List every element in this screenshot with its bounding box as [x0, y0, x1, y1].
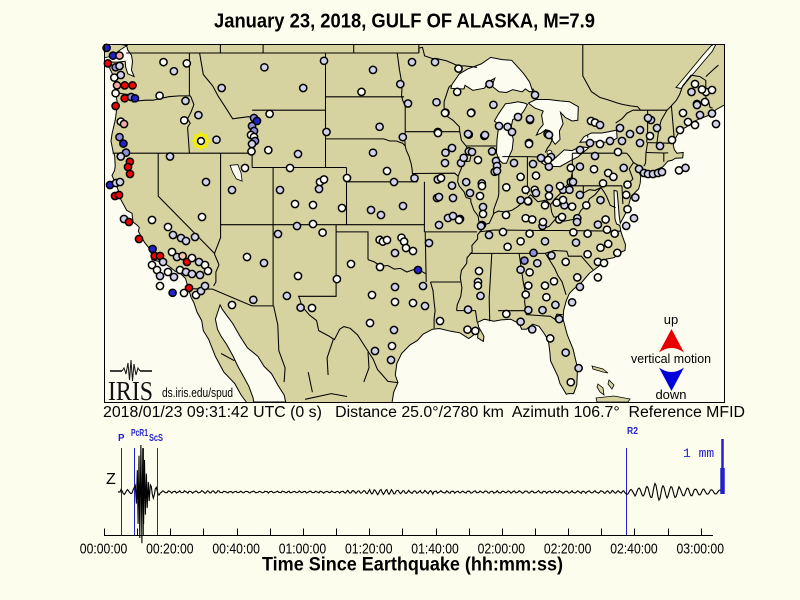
svg-text:02:40:00: 02:40:00 [610, 541, 658, 558]
svg-text:Z: Z [106, 471, 116, 488]
svg-text:Time Since Earthquake (hh:mm:s: Time Since Earthquake (hh:mm:ss) [262, 555, 563, 576]
svg-text:R2: R2 [627, 425, 638, 437]
svg-text:up: up [664, 312, 678, 327]
svg-text:00:00:00: 00:00:00 [80, 541, 128, 558]
svg-text:January 23, 2018, GULF OF ALAS: January 23, 2018, GULF OF ALASKA, M=7.9 [214, 10, 595, 33]
svg-text:02:20:00: 02:20:00 [544, 541, 592, 558]
svg-text:1 mm: 1 mm [683, 446, 714, 461]
svg-text:IRIS: IRIS [108, 376, 153, 406]
svg-text:02:00:00: 02:00:00 [478, 541, 525, 558]
svg-text:03:00:00: 03:00:00 [677, 541, 725, 558]
svg-text:2018/01/23 09:31:42 UTC (0 s): 2018/01/23 09:31:42 UTC (0 s) Distance 2… [103, 404, 745, 421]
svg-text:00:40:00: 00:40:00 [212, 541, 260, 558]
svg-text:PcR1: PcR1 [131, 427, 148, 439]
svg-text:01:20:00: 01:20:00 [345, 541, 393, 558]
svg-text:00:20:00: 00:20:00 [146, 541, 194, 558]
svg-text:down: down [655, 387, 686, 402]
svg-text:01:40:00: 01:40:00 [411, 541, 459, 558]
svg-text:P: P [118, 432, 125, 444]
svg-text:ScS: ScS [149, 432, 163, 444]
svg-text:01:00:00: 01:00:00 [279, 541, 327, 558]
svg-text:ds.iris.edu/spud: ds.iris.edu/spud [162, 386, 233, 400]
svg-text:vertical motion: vertical motion [631, 351, 711, 366]
